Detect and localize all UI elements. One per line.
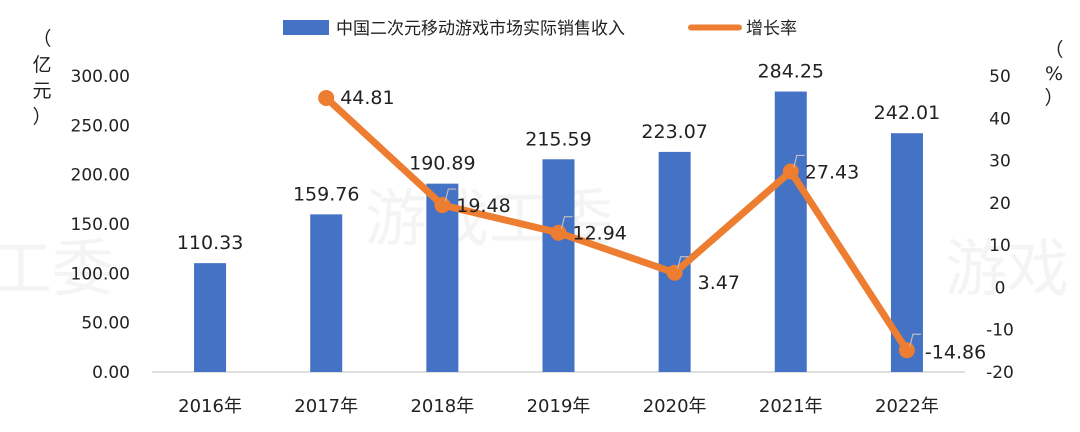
right-tick-label: 50: [989, 67, 1011, 87]
bars: [194, 91, 923, 372]
right-unit-char: %: [1045, 63, 1063, 85]
right-unit-char: ）: [1044, 87, 1063, 109]
rate-leader-line: [560, 216, 573, 229]
bar-value-label: 159.76: [293, 183, 359, 205]
growth-rate-label: 44.81: [340, 87, 394, 109]
left-tick-label: 100.00: [71, 264, 130, 284]
legend-bar-label: 中国二次元移动游戏市场实际销售收入: [336, 19, 625, 39]
category-label: 2019年: [527, 396, 591, 417]
growth-rate-label: 3.47: [698, 272, 740, 294]
left-tick-label: 200.00: [71, 166, 130, 186]
right-axis-unit: （%）: [1044, 39, 1063, 109]
bar-value-label: 284.25: [758, 61, 824, 83]
left-unit-char: （: [32, 28, 51, 50]
right-axis-ticks: -20 -10 0 10 20 30 40 50: [986, 67, 1014, 383]
bar: [426, 183, 459, 372]
category-label: 2022年: [875, 396, 939, 417]
rate-leader-line: [793, 154, 805, 168]
left-unit-char: ）: [32, 106, 51, 128]
left-axis-ticks: 0.00 50.00 100.00 150.00 200.00 250.00 300.00: [71, 67, 130, 383]
growth-rate-point: [782, 163, 799, 180]
growth-rate-point: [318, 89, 335, 106]
growth-rate-label: -14.86: [925, 341, 986, 363]
left-unit-char: 亿: [32, 54, 51, 76]
bar-value-label: 190.89: [409, 153, 475, 175]
legend-line-label: 增长率: [746, 19, 797, 39]
bar: [542, 159, 575, 372]
right-tick-label: 0: [995, 278, 1006, 298]
bar: [774, 91, 807, 372]
growth-rate-point: [666, 264, 683, 281]
right-tick-label: 10: [989, 236, 1011, 256]
legend-bar-swatch: [283, 20, 329, 35]
rate-leader-line: [909, 333, 921, 347]
growth-rate-label: 19.48: [456, 195, 510, 217]
category-label: 2020年: [643, 396, 707, 417]
growth-rate-point: [550, 224, 567, 241]
right-tick-label: 20: [989, 194, 1011, 214]
bar-value-label: 223.07: [641, 121, 707, 143]
growth-rate-label: 12.94: [573, 223, 627, 245]
legend: 中国二次元移动游戏市场实际销售收入 增长率: [283, 19, 797, 39]
bar: [194, 263, 227, 372]
growth-rate-path: [322, 94, 911, 354]
left-axis-unit: （ 亿元 ）: [32, 28, 51, 128]
left-tick-label: 250.00: [71, 116, 130, 136]
left-tick-label: 300.00: [71, 67, 130, 87]
category-label: 2018年: [410, 396, 474, 417]
watermark-right: 游戏: [945, 232, 1069, 305]
left-tick-label: 150.00: [71, 215, 130, 235]
category-label: 2021年: [759, 396, 823, 417]
category-label: 2017年: [294, 396, 358, 417]
bar: [310, 214, 343, 372]
growth-rate-line: [318, 89, 915, 359]
bar-value-label: 215.59: [525, 128, 591, 150]
left-tick-label: 0.00: [92, 363, 130, 383]
watermark-left: 工委: [0, 232, 114, 305]
rate-leader-line: [677, 256, 689, 269]
right-tick-label: 30: [989, 152, 1011, 172]
right-unit-char: （: [1044, 39, 1063, 61]
left-tick-label: 50.00: [81, 314, 130, 334]
right-tick-label: 40: [989, 109, 1011, 129]
growth-rate-point: [434, 197, 451, 214]
right-tick-label: -20: [986, 363, 1014, 383]
growth-rate-labels: 44.81 19.48 12.94 3.47 27.43 -14.86: [340, 87, 986, 363]
bar-value-labels: 110.33 159.76 190.89 215.59 223.07 284.25 242.…: [177, 61, 940, 255]
left-unit-char: 元: [32, 80, 51, 102]
growth-rate-label: 27.43: [805, 161, 859, 183]
category-label: 2016年: [178, 396, 242, 417]
bar-value-label: 242.01: [874, 102, 940, 124]
category-labels: 2016年 2017年 2018年 2019年 2020年 2021年 2022年: [178, 396, 939, 417]
right-tick-label: -10: [986, 321, 1014, 341]
rate-leader-line: [444, 188, 457, 202]
growth-rate-point: [898, 342, 915, 359]
bar-value-label: 110.33: [177, 232, 243, 254]
